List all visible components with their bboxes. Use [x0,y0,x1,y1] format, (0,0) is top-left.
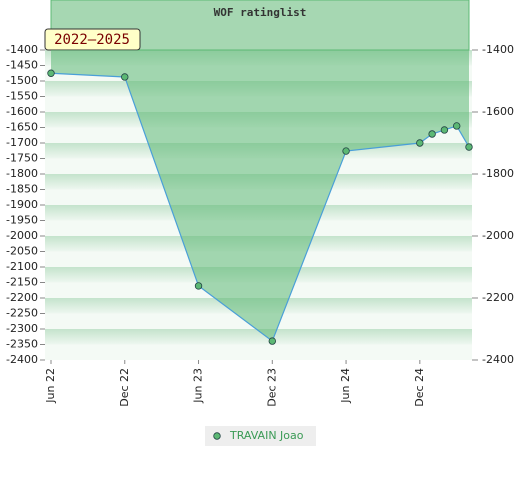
y-tick-label: -1450 [6,59,38,72]
y-tick-label: -1500 [6,74,38,87]
y-tick-label: -2200 [6,291,38,304]
x-tick-label: Dec 24 [413,368,426,407]
y-tick-label: -1700 [6,136,38,149]
marker [268,337,276,345]
y-tick-label: -2400 [6,353,38,366]
marker [194,282,203,290]
y2-tick-label: -1800 [482,167,514,180]
area [51,50,469,342]
y-tick-label: -1800 [6,167,38,180]
y-tick-label: -1400 [6,43,38,56]
line [50,72,470,343]
marker [47,69,55,77]
y-tick-label: -1900 [6,198,38,211]
y-tick-label: -2250 [6,307,38,320]
y-tick-label: -2000 [6,229,38,242]
y-tick-label: -2300 [6,322,38,335]
x-tick-label: Jun 23 [192,368,205,404]
y2-tick-label: -1400 [482,43,514,56]
y-tick-label: -1550 [6,90,38,103]
y-tick-label: -1850 [6,183,38,196]
x-tick-label: Dec 22 [118,368,131,407]
x-tick-label: Jun 22 [44,368,57,404]
marker [453,122,461,130]
legend-marker [213,432,221,440]
marker [342,147,350,155]
y-tick-label: -1650 [6,121,38,134]
y2-tick-label: -2200 [482,291,514,304]
x-tick-label: Jun 24 [339,368,352,404]
y2-tick-label: -2000 [482,229,514,242]
y-tick-label: -1750 [6,152,38,165]
x-tick-label: Dec 23 [265,368,278,407]
marker [428,130,436,138]
marker [465,143,473,151]
legend-label: TRAVAIN Joao [229,429,304,442]
y-tick-label: -2100 [6,260,38,273]
marker [440,126,449,134]
y-tick-label: -2050 [6,245,38,258]
y2-tick-label: -2400 [482,353,514,366]
y-tick-label: -1600 [6,105,38,118]
grid-band [45,329,472,345]
annotation: 2022–2025 [54,32,130,48]
y-tick-label: -1950 [6,214,38,227]
marker [416,139,424,147]
grid-band [45,344,472,360]
y-tick-label: -2150 [6,276,38,289]
chart-title: WOF ratinglist [214,6,307,19]
marker [121,73,129,81]
y2-tick-label: -1600 [482,105,514,118]
legend-box [205,426,316,446]
y-tick-label: -2350 [6,338,38,351]
